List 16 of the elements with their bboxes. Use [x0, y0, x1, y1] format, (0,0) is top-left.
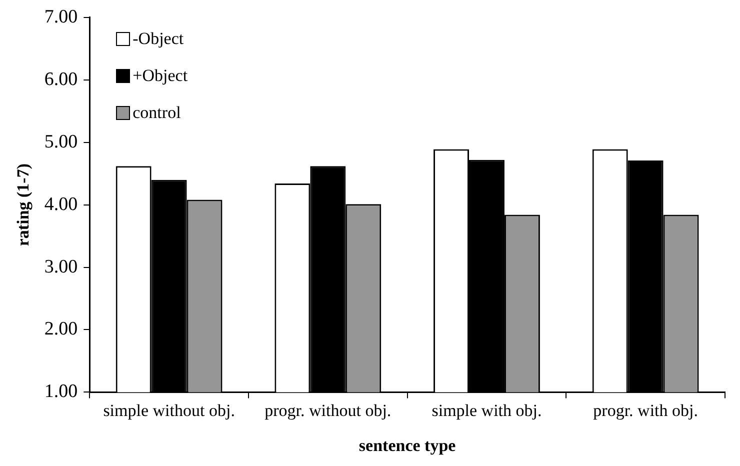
y-tick-label: 1.00 — [44, 381, 78, 402]
legend-label: +Object — [132, 66, 188, 86]
x-axis-title: sentence type — [358, 436, 456, 456]
y-tick-label: 4.00 — [44, 194, 78, 215]
x-tick-label: simple with obj. — [432, 400, 542, 420]
y-tick-label: 3.00 — [44, 256, 78, 278]
y-tick-label: 5.00 — [44, 131, 78, 152]
y-axis-title: rating (1-7) — [14, 163, 33, 246]
x-tick-label: progr. without obj. — [264, 400, 392, 420]
y-tick-label: 2.00 — [44, 318, 78, 340]
y-tick-label: 7.00 — [44, 6, 78, 28]
legend-label: control — [132, 102, 181, 123]
legend-label: -Object — [132, 28, 184, 49]
y-tick-label: 6.00 — [44, 68, 78, 90]
x-tick-label: simple without obj. — [103, 400, 235, 420]
x-tick-label: progr. with obj. — [593, 400, 698, 420]
